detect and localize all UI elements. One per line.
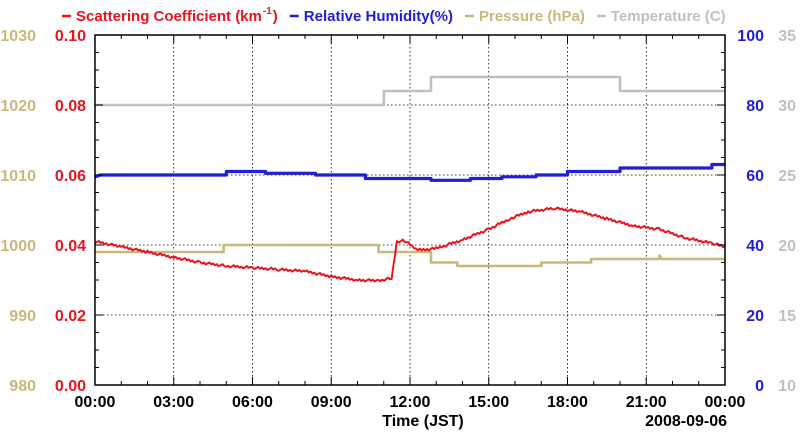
scattering-tick-label: 0.02 [55,308,86,325]
temperature-tick-label: 35 [778,28,796,45]
pressure-tick-label: 1010 [0,168,36,185]
x-tick-label: 06:00 [232,394,273,411]
pressure-tick-label: 1030 [0,28,36,45]
temperature-tick-label: 25 [778,168,796,185]
legend: Scattering Coefficient (km -1) Relative Hu… [62,6,726,25]
series-pressure-line [95,243,725,268]
humidity-tick-label: 100 [737,28,764,45]
legend-superscript: -1 [263,6,272,17]
temperature-tick-label: 30 [778,98,796,115]
x-tick-label: 12:00 [390,394,431,411]
legend-label: Relative Humidity(%) [304,8,453,25]
pressure-tick-label: 1000 [0,238,36,255]
pressure-tick-label: 990 [9,308,36,325]
series-scattering-coefficient-line [94,206,726,283]
humidity-tick-label: 80 [746,98,764,115]
axis-ticks [94,34,726,386]
temperature-tick-label: 15 [778,308,796,325]
pressure-tick-label: 1020 [0,98,36,115]
legend-label: Temperature (C) [611,8,726,25]
x-tick-label: 00:00 [75,394,116,411]
humidity-tick-label: 20 [746,308,764,325]
x-tick-label: 21:00 [626,394,667,411]
humidity-tick-label: 60 [746,168,764,185]
scattering-tick-label: 0.04 [55,238,86,255]
axis-labels: 00:00 03:00 06:00 09:00 12:00 15:00 18:00 21:00… [0,28,796,430]
x-tick-label: 03:00 [153,394,194,411]
legend-label-suffix: ) [273,8,278,25]
x-tick-label: 18:00 [547,394,588,411]
x-tick-label: 15:00 [468,394,509,411]
x-tick-label: 00:00 [705,394,746,411]
temperature-tick-label: 10 [778,378,796,395]
scattering-tick-label: 0.10 [55,28,86,45]
date-label: 2008-09-06 [645,413,727,430]
humidity-tick-label: 0 [755,378,764,395]
scattering-tick-label: 0.06 [55,168,86,185]
scattering-tick-label: 0.00 [55,378,86,395]
series-temperature-line [95,75,725,107]
grid [95,35,725,385]
legend-label: Pressure (hPa) [479,8,585,25]
series-relative-humidity-line [94,162,725,182]
humidity-tick-label: 40 [746,238,764,255]
x-axis-title: Time (JST) [382,413,464,430]
pressure-tick-label: 980 [9,378,36,395]
legend-label: Scattering Coefficient (km [76,8,262,25]
series-group [94,75,726,283]
scattering-tick-label: 0.08 [55,98,86,115]
x-tick-label: 09:00 [311,394,352,411]
temperature-tick-label: 20 [778,238,796,255]
